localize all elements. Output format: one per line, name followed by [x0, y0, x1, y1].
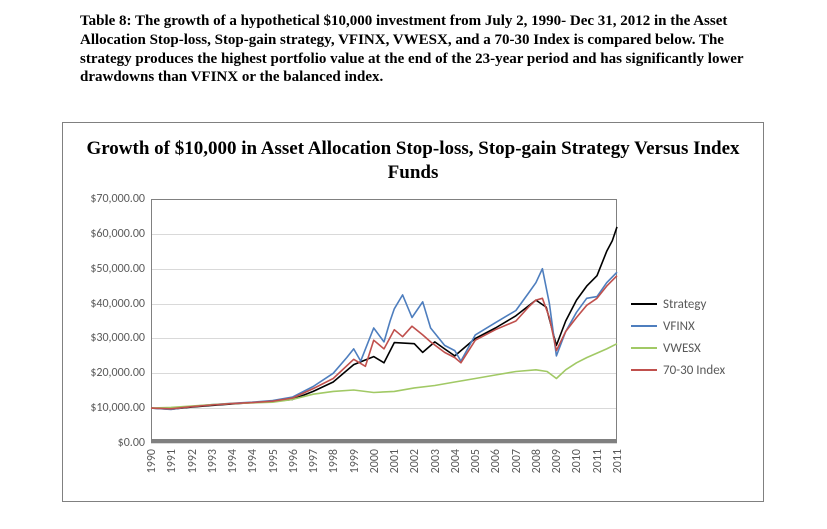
- y-tick-label: $70,000.00: [63, 192, 145, 206]
- y-tick-label: $40,000.00: [63, 297, 145, 311]
- x-tick-label: 1995: [267, 449, 281, 473]
- y-tick-label: $60,000.00: [63, 227, 145, 241]
- y-tick-label: $50,000.00: [63, 262, 145, 276]
- legend-swatch: [631, 347, 657, 349]
- x-tick-label: 2006: [489, 449, 503, 473]
- x-tick-label: 2000: [368, 449, 382, 473]
- legend-swatch: [631, 325, 657, 327]
- legend-swatch: [631, 369, 657, 371]
- x-tick-label: 1993: [206, 449, 220, 473]
- legend-label: VWESX: [663, 341, 701, 356]
- legend-item: 70-30 Index: [631, 359, 725, 381]
- chart-title: Growth of $10,000 in Asset Allocation St…: [63, 137, 763, 185]
- x-tick-label: 2001: [388, 449, 402, 473]
- legend-label: Strategy: [663, 297, 706, 312]
- y-tick-label: $10,000.00: [63, 401, 145, 415]
- x-tick-label: 1994: [246, 449, 260, 473]
- y-tick-label: $0.00: [63, 436, 145, 450]
- x-tick-label: 2011: [611, 449, 625, 473]
- legend-item: VWESX: [631, 337, 725, 359]
- x-tick-label: 1991: [165, 449, 179, 473]
- legend-item: Strategy: [631, 293, 725, 315]
- legend: Strategy VFINX VWESX 70-30 Index: [631, 293, 725, 381]
- x-tick-label: 1992: [186, 449, 200, 473]
- x-tick-label: 2002: [408, 449, 422, 473]
- x-tick-label: 2004: [449, 449, 463, 473]
- x-tick-label: 2005: [469, 449, 483, 473]
- y-tick-label: $20,000.00: [63, 366, 145, 380]
- legend-swatch: [631, 303, 657, 305]
- gridline: [151, 443, 617, 444]
- legend-item: VFINX: [631, 315, 725, 337]
- series-vwesx: [151, 344, 617, 408]
- series-vfinx: [151, 269, 617, 410]
- x-tick-label: 2007: [510, 449, 524, 473]
- x-tick-label: 1990: [145, 449, 159, 473]
- x-axis-bar: [151, 439, 617, 443]
- y-tick-label: $30,000.00: [63, 331, 145, 345]
- x-tick-label: 1998: [327, 449, 341, 473]
- x-tick-label: 2010: [570, 449, 584, 473]
- x-tick-label: 2009: [550, 449, 564, 473]
- chart-container: Growth of $10,000 in Asset Allocation St…: [62, 122, 764, 502]
- legend-label: 70-30 Index: [663, 363, 725, 378]
- x-tick-label: 1996: [287, 449, 301, 473]
- series-strategy: [151, 227, 617, 409]
- x-tick-label: 1997: [307, 449, 321, 473]
- plot-area: [151, 199, 617, 443]
- page-root: Table 8: The growth of a hypothetical $1…: [0, 0, 827, 529]
- series-svg: [151, 199, 617, 443]
- legend-label: VFINX: [663, 319, 695, 334]
- x-tick-label: 1994: [226, 449, 240, 473]
- table-caption: Table 8: The growth of a hypothetical $1…: [80, 12, 760, 87]
- x-tick-label: 1999: [348, 449, 362, 473]
- x-tick-label: 2011: [591, 449, 605, 473]
- x-tick-label: 2008: [530, 449, 544, 473]
- x-tick-label: 2003: [429, 449, 443, 473]
